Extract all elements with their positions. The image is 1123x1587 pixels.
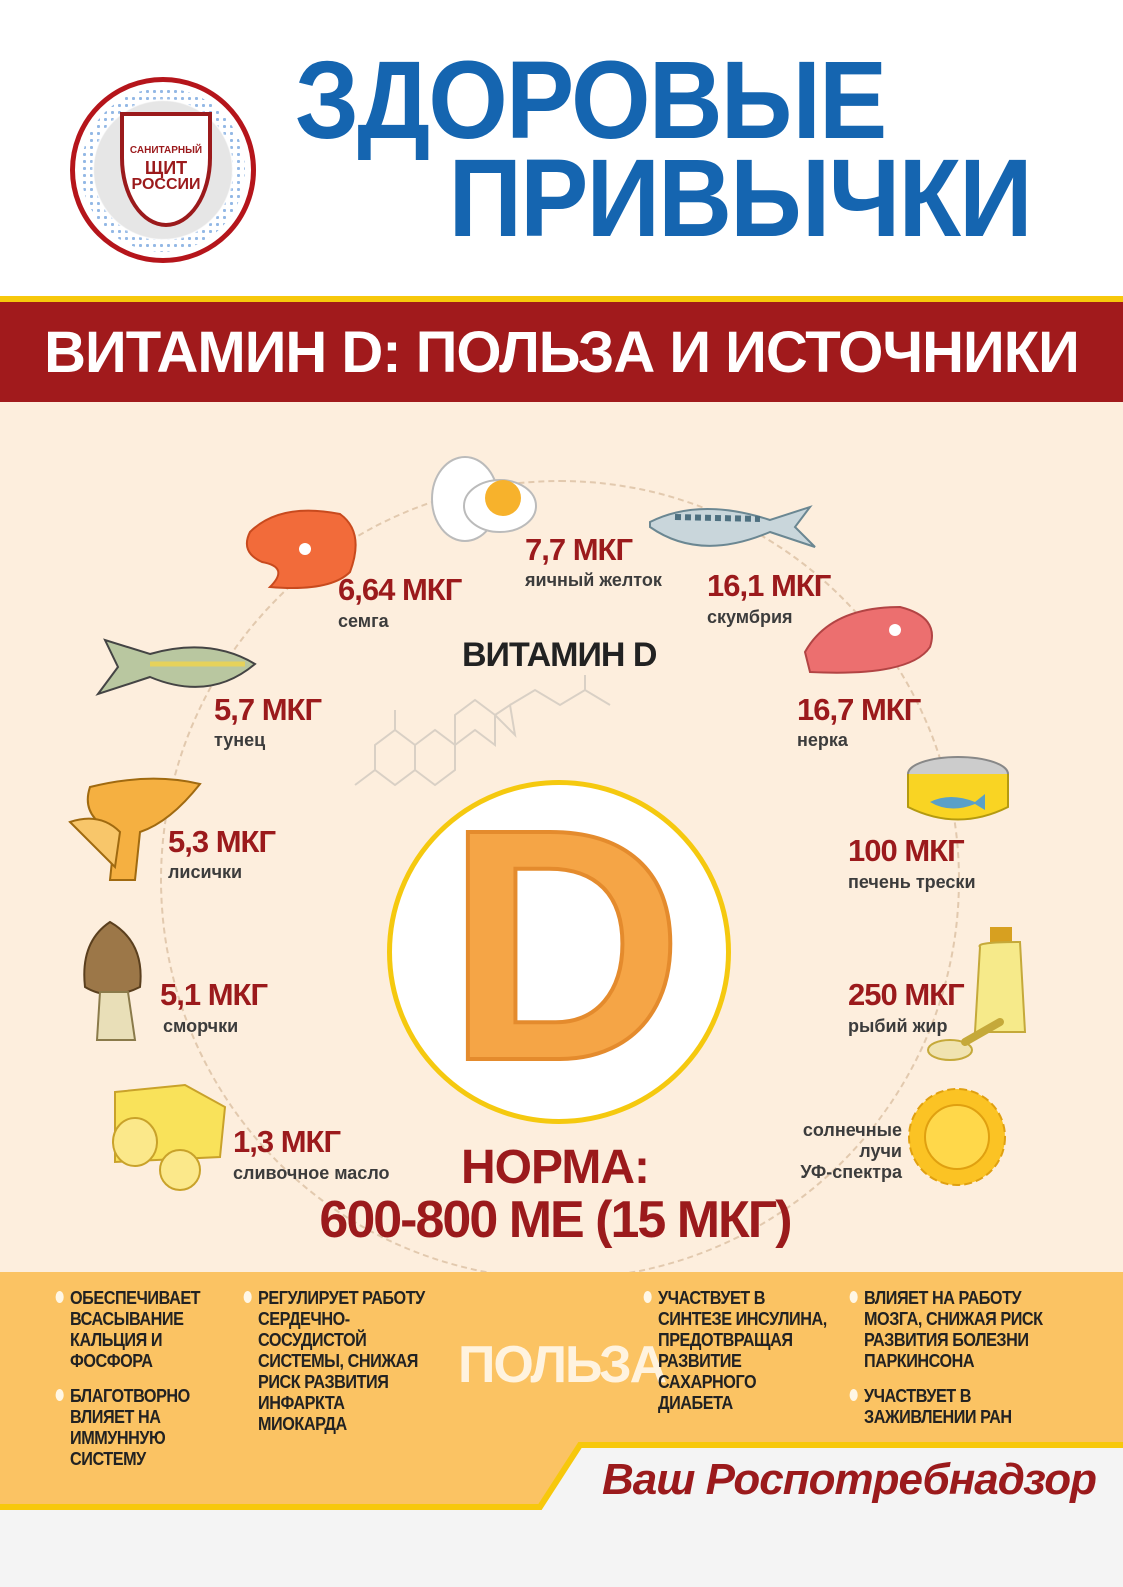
page-title: ЗДОРОВЫЕ ПРИВЫЧКИ — [295, 39, 1033, 260]
source-name: сливочное масло — [233, 1163, 390, 1183]
norm-label: НОРМА: — [460, 1141, 650, 1194]
chanterelle-icon — [68, 777, 202, 881]
benefits-panel — [0, 1272, 1123, 1447]
benefits-col4: ВЛИЯЕТ НА РАБОТУ МОЗГА, СНИЖАЯ РИСК РАЗВ… — [849, 1288, 1062, 1442]
source-amount: 5,7 МКГ — [214, 692, 322, 727]
source-name: печень трески — [848, 872, 976, 892]
source-amount: 100 МКГ — [848, 833, 965, 868]
signature: Ваш Роспотребнадзор — [602, 1455, 1097, 1504]
vitamin-d-letter: D — [444, 760, 686, 1129]
sun-line: солнечные — [802, 1120, 902, 1140]
source-amount: 7,7 МКГ — [525, 532, 633, 567]
benefit-item: УЧАСТВУЕТ В ЗАЖИВЛЕНИИ РАН — [849, 1386, 1062, 1428]
source-name: тунец — [214, 730, 266, 750]
egg-icon — [431, 456, 537, 542]
sun-line: УФ-спектра — [800, 1162, 902, 1182]
benefits-col1: ОБЕСПЕЧИВАЕТ ВСАСЫВАНИЕ КАЛЬЦИЯ И ФОСФОР… — [55, 1288, 205, 1484]
canned-fish-icon — [907, 756, 1009, 821]
title-line1: ЗДОРОВЫЕ — [295, 39, 887, 162]
source-name: нерка — [797, 730, 848, 750]
vitamin-heading: ВИТАМИН D — [462, 636, 657, 674]
butter-icon — [112, 1083, 227, 1191]
benefits-col3: УЧАСТВУЕТ В СИНТЕЗЕ ИНСУЛИНА, ПРЕДОТВРАЩ… — [643, 1288, 829, 1428]
logo-line3: РОССИИ — [131, 176, 201, 193]
source-name: скумбрия — [707, 607, 793, 627]
shield-icon: САНИТАРНЫЙ ЩИТ РОССИИ — [120, 112, 212, 227]
sockeye-steak-icon — [803, 605, 933, 674]
tuna-icon — [95, 638, 257, 696]
sanitary-shield-logo: САНИТАРНЫЙ ЩИТ РОССИИ — [70, 77, 256, 263]
benefit-item: ВЛИЯЕТ НА РАБОТУ МОЗГА, СНИЖАЯ РИСК РАЗВ… — [849, 1288, 1062, 1372]
benefit-item: РЕГУЛИРУЕТ РАБОТУ СЕРДЕЧНО-СОСУДИСТОЙ СИ… — [243, 1288, 429, 1435]
benefit-item: БЛАГОТВОРНО ВЛИЯЕТ НА ИММУННУЮ СИСТЕМУ — [55, 1386, 205, 1470]
source-name: рыбий жир — [848, 1016, 948, 1036]
source-name: семга — [338, 611, 389, 631]
source-amount: 16,7 МКГ — [797, 692, 921, 727]
source-amount: 1,3 МКГ — [233, 1124, 341, 1159]
divider — [0, 296, 1123, 302]
source-amount: 6,64 МКГ — [338, 572, 462, 607]
logo-line1: САНИТАРНЫЙ — [129, 145, 203, 156]
section-banner: ВИТАМИН D: ПОЛЬЗА И ИСТОЧНИКИ — [0, 302, 1123, 402]
footer-shape — [0, 1435, 1123, 1510]
vitamin-d-circle — [387, 780, 731, 1124]
sun-line: лучи — [859, 1141, 902, 1161]
source-amount: 250 МКГ — [848, 977, 965, 1012]
norm-value: 600-800 МЕ (15 МКГ) — [319, 1191, 792, 1249]
fish-oil-icon — [927, 927, 1027, 1061]
benefit-item: УЧАСТВУЕТ В СИНТЕЗЕ ИНСУЛИНА, ПРЕДОТВРАЩ… — [643, 1288, 829, 1414]
mackerel-icon — [649, 505, 816, 548]
benefits-label: ПОЛЬЗА — [458, 1336, 667, 1394]
molecule-structure-icon — [354, 675, 611, 787]
benefit-item: ОБЕСПЕЧИВАЕТ ВСАСЫВАНИЕ КАЛЬЦИЯ И ФОСФОР… — [55, 1288, 205, 1372]
logo-line2: ЩИТ — [144, 158, 188, 178]
source-amount: 16,1 МКГ — [707, 568, 831, 603]
food-illustrations — [68, 456, 1027, 1191]
source-name: яичный желток — [525, 570, 662, 590]
source-amount: 5,3 МКГ — [168, 824, 276, 859]
sun-label: солнечные лучи УФ-спектра — [760, 1120, 902, 1183]
benefits-col2: РЕГУЛИРУЕТ РАБОТУ СЕРДЕЧНО-СОСУДИСТОЙ СИ… — [243, 1288, 429, 1449]
morel-icon — [83, 920, 142, 1041]
salmon-steak-icon — [246, 509, 357, 589]
source-name: сморчки — [163, 1016, 239, 1036]
title-line2: ПРИВЫЧКИ — [448, 137, 1032, 260]
source-amount: 5,1 МКГ — [160, 977, 268, 1012]
source-name: лисички — [168, 862, 243, 882]
sun-icon — [908, 1088, 1006, 1186]
